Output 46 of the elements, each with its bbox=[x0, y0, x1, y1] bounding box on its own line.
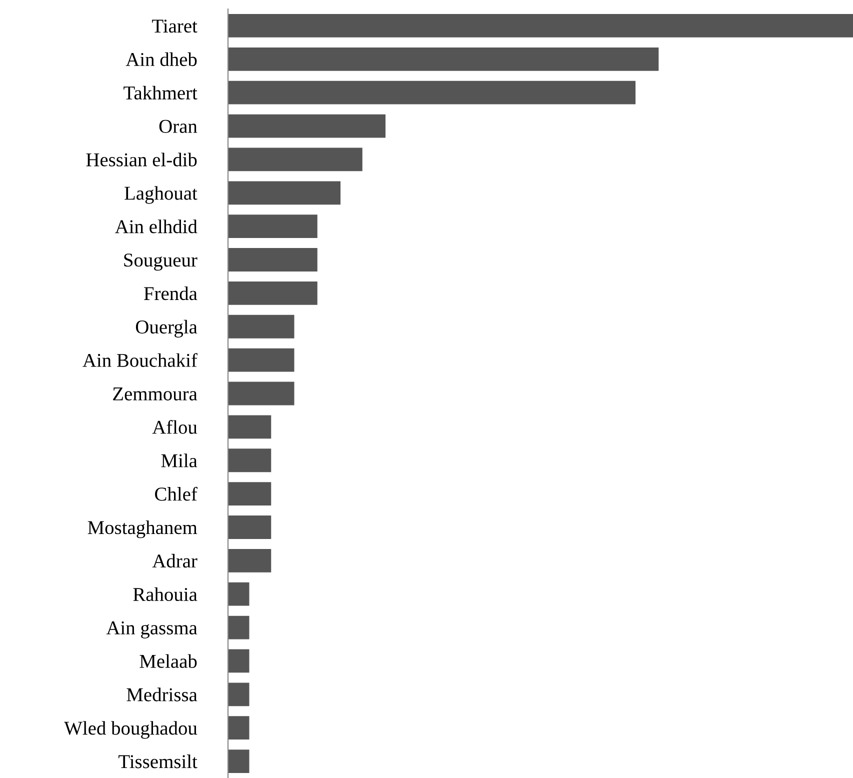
bar bbox=[228, 281, 318, 305]
bar bbox=[228, 582, 250, 606]
y-tick-label: Ain dheb bbox=[126, 52, 197, 66]
y-tick-label: Ain gassma bbox=[106, 621, 198, 638]
y-tick-label: Ain elhdid bbox=[115, 220, 198, 234]
bar bbox=[228, 649, 250, 673]
bar bbox=[228, 750, 250, 773]
y-tick-label: Mila bbox=[161, 454, 198, 468]
bar bbox=[228, 516, 272, 539]
y-tick-label: Tissemsilt bbox=[118, 754, 198, 768]
bar bbox=[228, 716, 250, 740]
bar bbox=[228, 47, 659, 71]
y-tick-label: Mostaghanem bbox=[88, 520, 198, 538]
y-tick-label: Chlef bbox=[155, 486, 198, 501]
y-tick-label: Medrissa bbox=[126, 688, 198, 702]
bar bbox=[228, 14, 853, 38]
bar bbox=[228, 214, 318, 238]
y-tick-label: Adrar bbox=[152, 554, 198, 568]
bar bbox=[228, 382, 294, 406]
bar bbox=[228, 248, 318, 272]
bar bbox=[228, 482, 272, 506]
y-tick-label: Sougueur bbox=[124, 254, 198, 271]
bar bbox=[228, 682, 250, 706]
y-tick-label: Wled boughadou bbox=[64, 721, 198, 739]
y-tick-label: Oran bbox=[159, 120, 198, 133]
y-tick-label: Ouergla bbox=[136, 320, 198, 338]
bar bbox=[228, 548, 272, 572]
y-tick-label: Rahouia bbox=[133, 587, 198, 602]
bar bbox=[228, 348, 294, 372]
bar bbox=[228, 114, 386, 138]
y-tick-label: Zemmoura bbox=[113, 388, 198, 400]
y-tick-label: Hessian el-dib bbox=[86, 152, 197, 166]
y-tick-label: Laghouat bbox=[124, 186, 198, 204]
y-tick-label: Takhmert bbox=[124, 86, 198, 100]
y-tick-label: Tiaret bbox=[152, 20, 198, 33]
bar bbox=[228, 314, 294, 338]
y-tick-label: Aflou bbox=[152, 420, 198, 434]
y-tick-label: Frenda bbox=[144, 286, 198, 300]
bar bbox=[228, 148, 362, 172]
bar bbox=[228, 80, 636, 104]
bar bbox=[228, 616, 250, 640]
bar bbox=[228, 448, 272, 472]
bar bbox=[228, 415, 272, 439]
bar bbox=[228, 181, 340, 205]
y-tick-label: Melaab bbox=[140, 654, 197, 668]
y-tick-label: Ain Bouchakif bbox=[82, 353, 198, 368]
